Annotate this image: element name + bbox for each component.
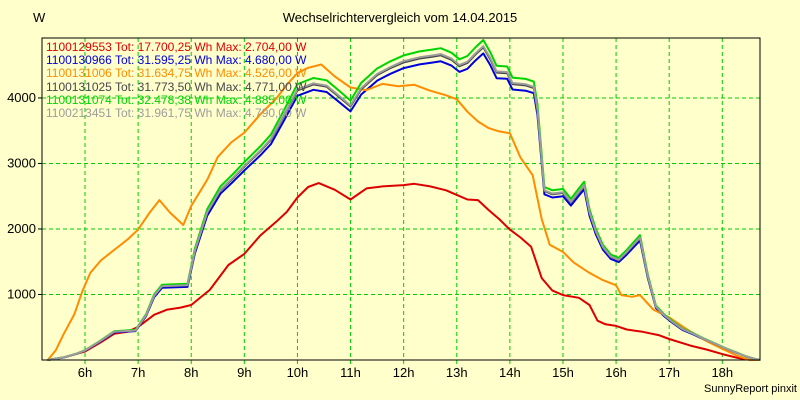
- x-tick-label: 16h: [605, 365, 627, 380]
- legend-item-1100213451: 1100213451 Tot: 31.961,75 Wh Max: 4.790,…: [46, 106, 307, 121]
- x-tick-label: 7h: [131, 365, 145, 380]
- legend-item-1100131074: 1100131074 Tot: 32.478,38 Wh Max: 4.885,…: [46, 92, 307, 107]
- legend: 1100129553 Tot: 17.700,25 Wh Max: 2.704,…: [46, 40, 307, 121]
- footer-credit: SunnyReport pinxit: [704, 383, 797, 395]
- x-tick-label: 17h: [658, 365, 680, 380]
- y-tick-label: 2000: [7, 221, 36, 236]
- plot-border: [41, 37, 761, 361]
- x-tick-label: 14h: [499, 365, 521, 380]
- x-tick-label: 13h: [446, 365, 468, 380]
- legend-item-1100129553: 1100129553 Tot: 17.700,25 Wh Max: 2.704,…: [46, 40, 307, 54]
- x-tick-label: 10h: [287, 365, 309, 380]
- chart-title: Wechselrichtervergleich vom 14.04.2015: [282, 10, 518, 25]
- y-tick-label: 1000: [7, 286, 36, 301]
- series-line-1100131006: [46, 63, 761, 361]
- x-tick-label: 9h: [237, 365, 251, 380]
- x-tick-label: 8h: [184, 365, 198, 380]
- x-tick-label: 11h: [340, 365, 361, 380]
- series-line-1100129553: [46, 182, 761, 361]
- y-axis-unit-label: W: [33, 10, 46, 25]
- legend-item-1100130966: 1100130966 Tot: 31.595,25 Wh Max: 4.680,…: [46, 53, 307, 68]
- legend-item-1100131025: 1100131025 Tot: 31.773,50 Wh Max: 4.771,…: [46, 79, 307, 94]
- y-tick-label: 4000: [7, 90, 36, 105]
- series-line-1100213451: [46, 45, 761, 361]
- legend-item-1100131006: 1100131006 Tot: 31.634,75 Wh Max: 4.526,…: [46, 66, 307, 81]
- x-tick-label: 15h: [552, 365, 574, 380]
- x-tick-label: 6h: [78, 365, 92, 380]
- y-tick-label: 3000: [7, 155, 36, 170]
- x-tick-label: 18h: [711, 365, 733, 380]
- x-tick-label: 12h: [393, 365, 415, 380]
